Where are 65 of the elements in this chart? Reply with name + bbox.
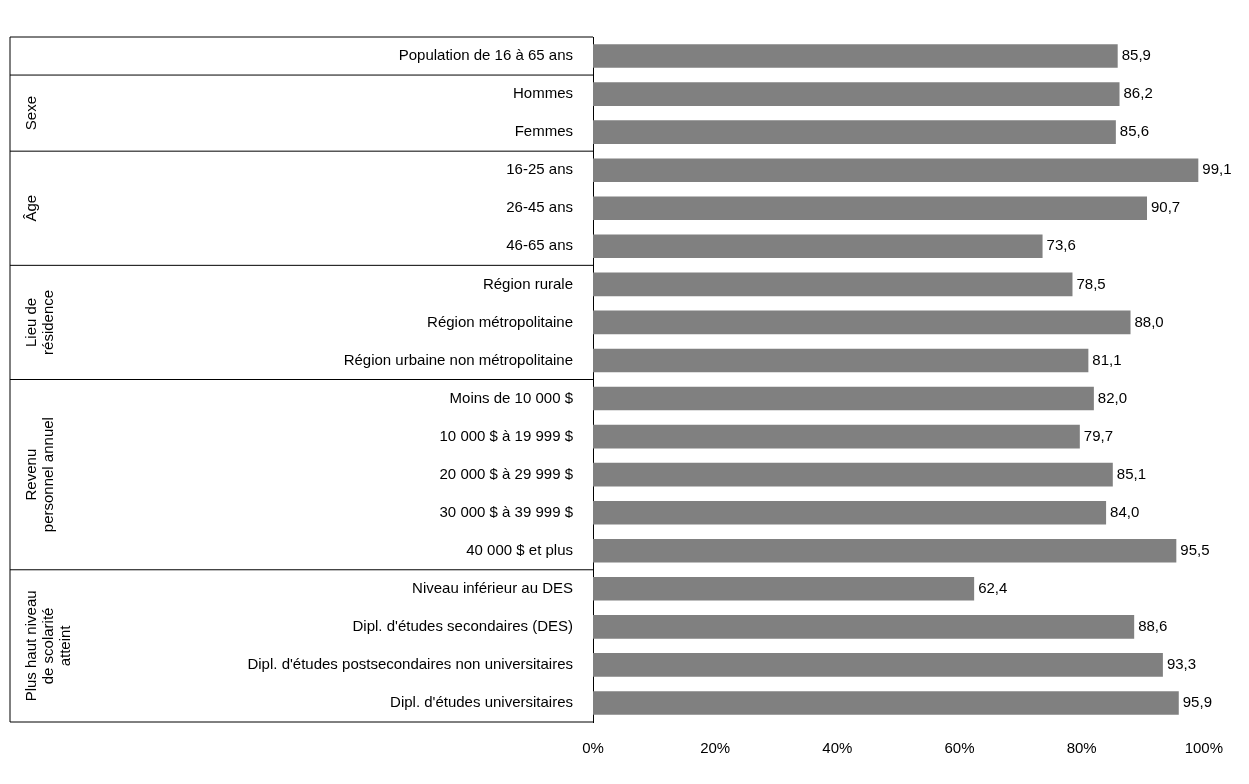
x-tick-label: 60% [944, 739, 975, 757]
x-tick-label: 100% [1184, 739, 1224, 757]
data-label: 93,3 [1166, 655, 1197, 673]
x-tick-label: 80% [1066, 739, 1097, 757]
bar [593, 653, 1163, 677]
bar [593, 272, 1073, 297]
y-tick-label: Femmes [514, 122, 573, 140]
data-label: 84,0 [1110, 502, 1140, 520]
y-tick-label: 20 000 $ à 29 999 $ [439, 464, 574, 482]
bar [593, 462, 1113, 487]
data-label: 99,1 [1202, 160, 1232, 178]
y-tick-label: Hommes [512, 84, 573, 102]
y-tick-label: 46-65 ans [506, 236, 573, 254]
text: Sexe [22, 96, 40, 131]
y-tick-label: 30 000 $ à 39 999 $ [439, 502, 574, 520]
y-tick-label: 16-25 ans [506, 160, 573, 178]
y-tick-label: Population de 16 à 65 ans [398, 46, 573, 64]
bar [593, 500, 1107, 525]
y-tick-label: 40 000 $ et plus [466, 540, 573, 558]
y-tick-label: Région urbaine non métropolitaine [343, 350, 573, 368]
data-label: 95,5 [1180, 540, 1210, 558]
data-label: 86,2 [1123, 84, 1153, 102]
y-tick-label: Région métropolitaine [427, 312, 573, 330]
bar [593, 577, 975, 601]
data-label: 73,6 [1046, 236, 1076, 254]
bar [593, 386, 1094, 411]
x-tick-label: 40% [822, 739, 853, 757]
data-label: 78,5 [1076, 274, 1106, 292]
bar [593, 348, 1089, 373]
text: Plus haut niveau de scolarité atteint [22, 590, 74, 702]
bar [593, 234, 1043, 259]
bar [593, 615, 1135, 639]
data-label: 81,1 [1092, 350, 1122, 368]
bar [593, 158, 1199, 182]
text: Revenu personnel annuel [22, 417, 57, 533]
bar [593, 310, 1131, 335]
x-tick-label: 20% [700, 739, 731, 757]
y-tick-label: 26-45 ans [506, 198, 573, 216]
bar [593, 120, 1116, 144]
data-label: 82,0 [1097, 388, 1128, 406]
data-label: 62,4 [978, 578, 1008, 596]
bar [593, 538, 1177, 563]
bar [593, 196, 1148, 221]
data-label: 88,0 [1134, 312, 1164, 330]
y-tick-label: Dipl. d'études secondaires (DES) [352, 617, 573, 634]
data-label: 85,1 [1116, 464, 1147, 482]
data-label: 90,7 [1151, 198, 1181, 216]
data-label: 88,6 [1138, 617, 1168, 634]
text: Âge [22, 194, 40, 222]
y-tick-label: Niveau inférieur au DES [412, 578, 573, 596]
data-label: 79,7 [1083, 426, 1114, 444]
x-tick-label: 0% [582, 739, 604, 757]
y-tick-label: Moins de 10 000 $ [449, 388, 574, 406]
text: Lieu de résidence [22, 289, 57, 355]
bar [593, 424, 1080, 449]
y-tick-label: 10 000 $ à 19 999 $ [439, 426, 574, 444]
bar [593, 82, 1120, 106]
y-tick-label: Dipl. d'études postsecondaires non universitaires [247, 655, 573, 673]
bar [593, 691, 1179, 715]
bar [593, 44, 1118, 68]
data-label: 95,9 [1182, 693, 1212, 711]
y-tick-label: Dipl. d'études universitaires [390, 693, 573, 711]
y-tick-label: Région rurale [482, 274, 573, 292]
data-label: 85,9 [1121, 46, 1151, 64]
data-label: 85,6 [1119, 122, 1150, 140]
